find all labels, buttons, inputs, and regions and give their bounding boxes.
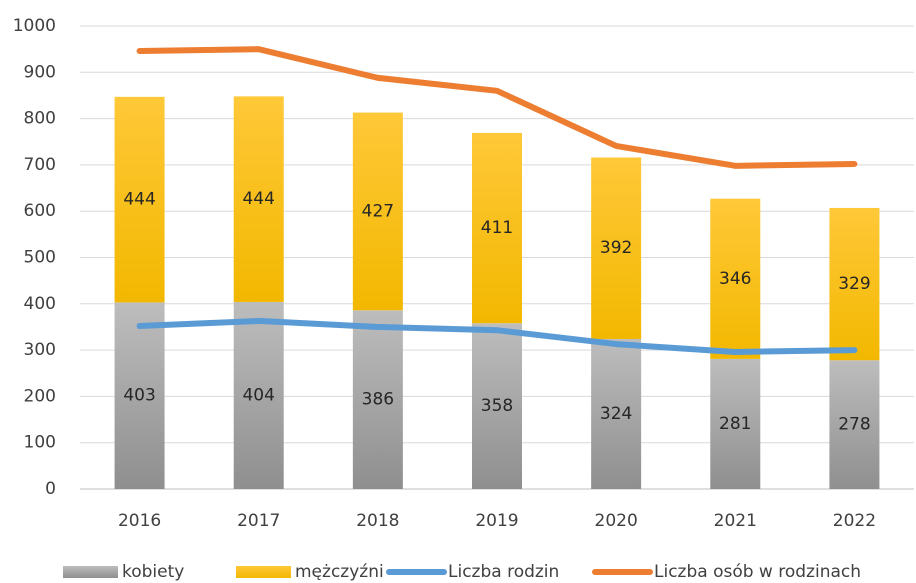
bar (352, 112, 403, 311)
x-tick-label: 2022 (833, 511, 876, 531)
bar (710, 358, 761, 489)
x-tick-label: 2021 (714, 511, 757, 531)
bar (233, 96, 284, 302)
x-tick-label: 2018 (356, 511, 399, 531)
bar (829, 207, 880, 361)
line (136, 317, 858, 355)
legend-label: kobiety (122, 562, 184, 582)
y-tick-label: 0 (45, 479, 56, 499)
bar (352, 310, 403, 489)
bar (114, 302, 165, 489)
x-tick-label: 2017 (237, 511, 280, 531)
legend-label: Liczba rodzin (448, 562, 559, 582)
data-label: 444 (123, 190, 155, 210)
y-tick-label: 900 (24, 62, 56, 82)
bar (710, 198, 761, 359)
y-tick-label: 800 (24, 109, 56, 129)
bar (472, 323, 522, 489)
bar (472, 132, 522, 324)
y-tick-label: 600 (24, 201, 56, 221)
bar (829, 360, 880, 489)
y-tick-label: 500 (24, 248, 56, 268)
data-label: 392 (600, 238, 632, 258)
data-label: 427 (362, 201, 394, 221)
bar (591, 338, 642, 489)
legend-swatch (63, 566, 118, 578)
data-label: 346 (719, 269, 751, 289)
bar (591, 157, 642, 339)
y-tick-label: 700 (24, 155, 56, 175)
y-tick-label: 200 (24, 386, 56, 406)
bar (114, 96, 165, 303)
legend-label: mężczyźni (295, 562, 384, 582)
x-tick-label: 2019 (475, 511, 518, 531)
y-tick-label: 100 (24, 433, 56, 453)
y-tick-label: 300 (24, 340, 56, 360)
data-label: 281 (719, 414, 751, 434)
data-label: 444 (242, 189, 274, 209)
y-tick-label: 400 (24, 294, 56, 314)
data-label: 358 (481, 396, 513, 416)
data-label: 278 (838, 415, 870, 435)
data-label: 404 (242, 385, 274, 405)
data-label: 324 (600, 404, 632, 424)
line (136, 46, 858, 169)
x-tick-label: 2016 (118, 511, 161, 531)
data-label: 386 (362, 390, 394, 410)
x-tick-label: 2020 (595, 511, 638, 531)
data-label: 411 (481, 218, 513, 238)
y-tick-label: 1000 (13, 16, 56, 36)
legend-label: Liczba osób w rodzinach (654, 562, 861, 582)
bar (233, 301, 284, 489)
data-label: 329 (838, 274, 870, 294)
data-label: 403 (123, 386, 155, 406)
legend-swatch (236, 566, 291, 578)
